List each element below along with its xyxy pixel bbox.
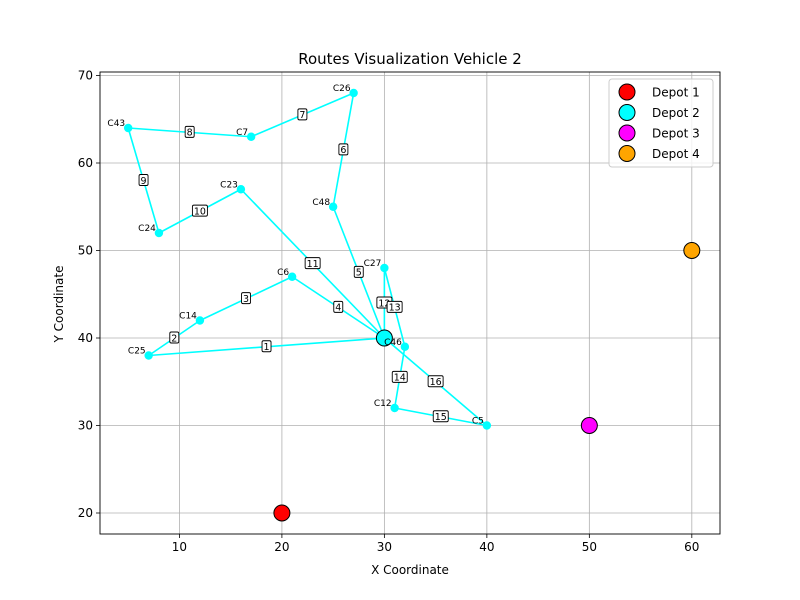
legend-label: Depot 3 xyxy=(652,127,700,141)
x-axis-label: X Coordinate xyxy=(371,563,449,577)
depot-marker xyxy=(273,504,291,522)
route-label: 2 xyxy=(171,333,177,344)
customer-label: C43 xyxy=(107,119,125,129)
plot-frame xyxy=(99,71,721,535)
y-tick-label: 40 xyxy=(78,331,93,345)
route-label: 14 xyxy=(394,373,406,384)
customer-point xyxy=(287,272,297,281)
route-label: 4 xyxy=(335,303,341,314)
customer-label: C48 xyxy=(312,198,330,208)
route-label-box xyxy=(184,125,195,138)
route-label-box xyxy=(261,340,272,353)
route-label-box xyxy=(169,331,180,344)
route-label-box xyxy=(391,370,408,383)
route-label: 1 xyxy=(264,342,270,353)
customer-point xyxy=(380,263,389,273)
customer-label: C7 xyxy=(236,128,248,138)
legend: Depot 1 Depot 2 Depot 3 Depot 4 xyxy=(608,78,714,168)
legend-marker xyxy=(618,124,636,142)
route-label: 15 xyxy=(435,412,447,423)
customer-label: C12 xyxy=(374,399,392,409)
route-label: 5 xyxy=(356,268,362,279)
customer-point xyxy=(328,202,338,211)
customer-point xyxy=(349,88,358,98)
customer-point xyxy=(390,403,399,413)
legend-label: Depot 1 xyxy=(652,86,700,100)
route-label-box xyxy=(333,300,344,313)
route-label: 11 xyxy=(307,259,319,270)
route-label: 6 xyxy=(340,145,346,156)
customer-label: C25 xyxy=(128,347,146,357)
route-label: 8 xyxy=(187,128,193,139)
route-label: 10 xyxy=(194,206,206,217)
customer-point xyxy=(144,351,153,360)
customer-label: C6 xyxy=(277,268,289,278)
legend-marker xyxy=(618,145,636,162)
customer-point xyxy=(400,342,410,351)
y-tick-label: 60 xyxy=(78,156,93,170)
customer-point xyxy=(154,228,164,238)
route-label: 13 xyxy=(389,303,401,314)
x-tick-label: 50 xyxy=(582,540,597,554)
legend-marker xyxy=(618,104,636,121)
customer-point xyxy=(482,421,492,430)
route-label-box xyxy=(386,300,403,313)
route-label: 16 xyxy=(430,377,442,388)
route-label-box xyxy=(191,204,208,217)
depot-marker xyxy=(375,329,393,347)
route-label-box xyxy=(427,375,444,388)
route-label-box xyxy=(432,410,449,423)
route-label-box xyxy=(241,292,251,305)
customer-label: C23 xyxy=(220,180,238,190)
x-tick-label: 10 xyxy=(172,540,187,554)
route-label: 7 xyxy=(299,110,305,121)
customer-point xyxy=(123,123,133,133)
x-tick-label: 20 xyxy=(274,540,289,554)
y-tick-label: 50 xyxy=(78,244,93,258)
route-label-box xyxy=(138,174,149,186)
y-tick-label: 70 xyxy=(78,69,93,83)
customer-label: C14 xyxy=(179,312,197,322)
y-tick-label: 20 xyxy=(78,506,93,520)
customer-point xyxy=(195,316,205,325)
chart-title: Routes Visualization Vehicle 2 xyxy=(298,50,522,68)
legend-label: Depot 4 xyxy=(652,147,700,161)
customer-label: C26 xyxy=(333,84,351,94)
customer-label: C27 xyxy=(364,259,382,269)
x-tick-label: 30 xyxy=(377,540,392,554)
route-label-box xyxy=(297,108,308,121)
customer-point xyxy=(246,132,256,141)
depot-marker xyxy=(580,417,598,434)
route-label-box xyxy=(338,143,349,156)
x-tick-label: 60 xyxy=(684,540,699,554)
route-label-box xyxy=(304,257,321,270)
y-tick-label: 30 xyxy=(78,419,93,433)
customer-label: C24 xyxy=(138,224,156,234)
route-label-box xyxy=(353,265,364,278)
customer-label: C46 xyxy=(384,338,402,348)
customer-label: C5 xyxy=(472,417,484,427)
route-label: 9 xyxy=(141,176,147,187)
legend-label: Depot 2 xyxy=(652,106,700,120)
depot-marker xyxy=(683,242,701,259)
legend-box xyxy=(608,78,714,168)
route-label: 3 xyxy=(243,294,249,305)
y-axis-label: Y Coordinate xyxy=(52,266,66,344)
legend-marker xyxy=(618,83,636,101)
customer-point xyxy=(236,185,246,194)
x-tick-label: 40 xyxy=(479,540,494,554)
route-label: 12 xyxy=(378,298,390,309)
